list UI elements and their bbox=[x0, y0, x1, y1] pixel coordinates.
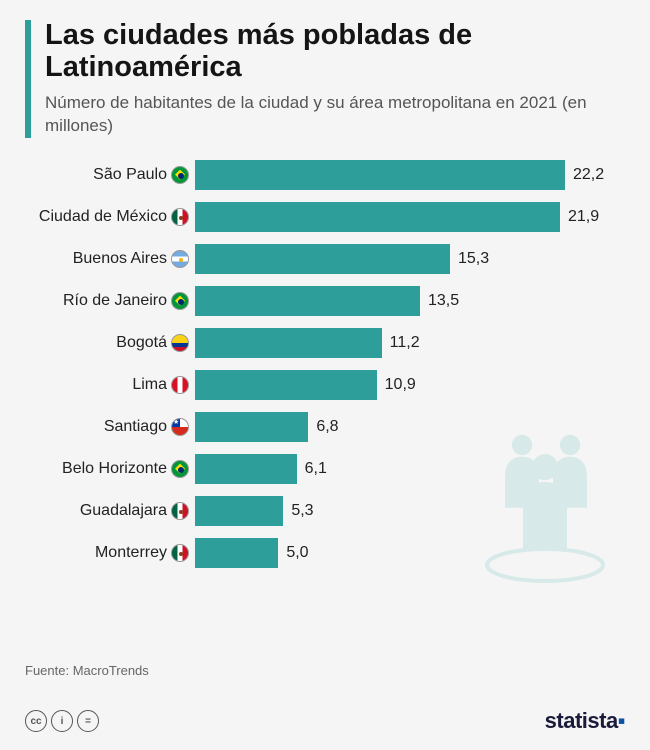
bar-label: Ciudad de México bbox=[25, 208, 195, 226]
bar-row: Guadalajara 5,3 bbox=[25, 492, 625, 530]
bar-track: 13,5 bbox=[195, 286, 625, 316]
city-name: Santiago bbox=[104, 418, 167, 436]
bar-row: Monterrey 5,0 bbox=[25, 534, 625, 572]
chart-subtitle: Número de habitantes de la ciudad y su á… bbox=[45, 92, 625, 138]
flag-icon bbox=[171, 208, 189, 226]
bar: 22,2 bbox=[195, 160, 565, 190]
bar-track: 15,3 bbox=[195, 244, 625, 274]
cc-by-icon: i bbox=[51, 710, 73, 732]
license-icons: cc i = bbox=[25, 710, 99, 732]
city-name: Lima bbox=[132, 376, 167, 394]
bar-value: 5,3 bbox=[291, 502, 313, 520]
bar-label: Lima bbox=[25, 376, 195, 394]
bar-label: Bogotá bbox=[25, 334, 195, 352]
flag-icon bbox=[171, 460, 189, 478]
bar-track: 6,1 bbox=[195, 454, 625, 484]
bar-value: 13,5 bbox=[428, 292, 459, 310]
city-name: Belo Horizonte bbox=[62, 460, 167, 478]
bar-track: 22,2 bbox=[195, 160, 625, 190]
bar-track: 6,8 bbox=[195, 412, 625, 442]
city-name: Guadalajara bbox=[80, 502, 167, 520]
bar: 5,0 bbox=[195, 538, 278, 568]
bar-track: 5,3 bbox=[195, 496, 625, 526]
chart-header: Las ciudades más pobladas de Latinoaméri… bbox=[25, 20, 625, 138]
bar: 5,3 bbox=[195, 496, 283, 526]
bar-label: São Paulo bbox=[25, 166, 195, 184]
bar-label: Monterrey bbox=[25, 544, 195, 562]
city-name: Ciudad de México bbox=[39, 208, 167, 226]
cc-nd-icon: = bbox=[77, 710, 99, 732]
flag-icon bbox=[171, 502, 189, 520]
cc-icon: cc bbox=[25, 710, 47, 732]
bar-row: São Paulo 22,2 bbox=[25, 156, 625, 194]
bar-row: Lima 10,9 bbox=[25, 366, 625, 404]
flag-icon bbox=[171, 166, 189, 184]
flag-icon bbox=[171, 544, 189, 562]
bar-row: Río de Janeiro 13,5 bbox=[25, 282, 625, 320]
bar-row: Bogotá 11,2 bbox=[25, 324, 625, 362]
bar: 21,9 bbox=[195, 202, 560, 232]
bar-value: 15,3 bbox=[458, 250, 489, 268]
bar-value: 21,9 bbox=[568, 208, 599, 226]
bar: 15,3 bbox=[195, 244, 450, 274]
accent-bar bbox=[25, 20, 31, 138]
bar-track: 11,2 bbox=[195, 328, 625, 358]
flag-icon bbox=[171, 418, 189, 436]
city-name: Buenos Aires bbox=[73, 250, 167, 268]
title-block: Las ciudades más pobladas de Latinoaméri… bbox=[45, 20, 625, 138]
city-name: Monterrey bbox=[95, 544, 167, 562]
bar-track: 10,9 bbox=[195, 370, 625, 400]
bar-label: Río de Janeiro bbox=[25, 292, 195, 310]
flag-icon bbox=[171, 334, 189, 352]
flag-icon bbox=[171, 376, 189, 394]
flag-icon bbox=[171, 292, 189, 310]
bar-value: 22,2 bbox=[573, 166, 604, 184]
city-name: Río de Janeiro bbox=[63, 292, 167, 310]
bar: 6,8 bbox=[195, 412, 308, 442]
footer: cc i = statista▪ bbox=[25, 708, 625, 734]
chart-title: Las ciudades más pobladas de Latinoaméri… bbox=[45, 20, 625, 84]
city-name: Bogotá bbox=[116, 334, 167, 352]
bar-row: Belo Horizonte 6,1 bbox=[25, 450, 625, 488]
bar: 6,1 bbox=[195, 454, 297, 484]
bar-label: Guadalajara bbox=[25, 502, 195, 520]
bar: 10,9 bbox=[195, 370, 377, 400]
bar-value: 6,8 bbox=[316, 418, 338, 436]
bar-row: Buenos Aires 15,3 bbox=[25, 240, 625, 278]
bar-chart: São Paulo 22,2 Ciudad de México 21,9 Buenos … bbox=[25, 156, 625, 572]
bar-value: 10,9 bbox=[385, 376, 416, 394]
bar-row: Santiago 6,8 bbox=[25, 408, 625, 446]
city-name: São Paulo bbox=[93, 166, 167, 184]
brand-logo: statista▪ bbox=[545, 708, 625, 734]
flag-icon bbox=[171, 250, 189, 268]
bar: 11,2 bbox=[195, 328, 382, 358]
bar-track: 5,0 bbox=[195, 538, 625, 568]
bar-label: Buenos Aires bbox=[25, 250, 195, 268]
bar-row: Ciudad de México 21,9 bbox=[25, 198, 625, 236]
bar-value: 5,0 bbox=[286, 544, 308, 562]
bar-value: 6,1 bbox=[305, 460, 327, 478]
bar-label: Santiago bbox=[25, 418, 195, 436]
bar: 13,5 bbox=[195, 286, 420, 316]
bar-label: Belo Horizonte bbox=[25, 460, 195, 478]
bar-track: 21,9 bbox=[195, 202, 625, 232]
bar-value: 11,2 bbox=[390, 334, 420, 352]
source-label: Fuente: MacroTrends bbox=[25, 663, 149, 678]
